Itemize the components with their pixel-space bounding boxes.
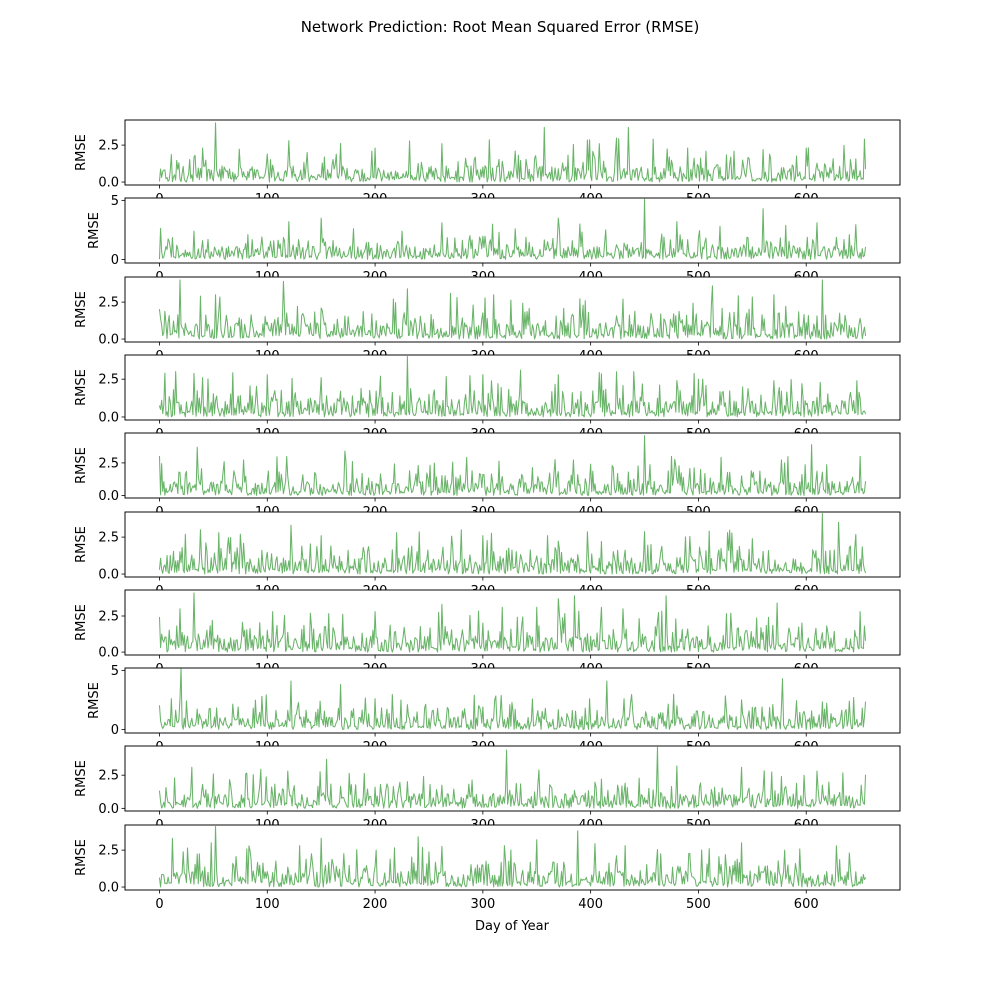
panel-frame-overlay	[124, 354, 901, 421]
figure-title: Network Prediction: Root Mean Squared Er…	[301, 18, 700, 36]
panel-gap-mask	[60, 746, 940, 754]
rmse-series-line	[158, 279, 867, 340]
y-tick-label: 2.5	[98, 373, 119, 388]
rmse-panels: 0.02.5RMSE010020030040050060005RMSE01002…	[60, 119, 940, 912]
y-axis-label: RMSE	[74, 369, 89, 406]
y-axis-label: RMSE	[74, 526, 89, 563]
y-axis-label: RMSE	[87, 212, 102, 249]
y-tick-label: 0.0	[98, 646, 119, 661]
y-tick-label: 2.5	[98, 844, 119, 859]
rmse-series-line	[158, 825, 867, 888]
rmse-series-line	[158, 435, 867, 496]
y-tick-label: 5	[111, 664, 119, 679]
y-tick-label: 2.5	[98, 769, 119, 784]
panel-gap-mask	[60, 668, 940, 676]
rmse-series-line	[158, 512, 867, 575]
y-tick-label: 0.0	[98, 568, 119, 583]
y-axis-label: RMSE	[74, 760, 89, 797]
y-tick-label: 0	[111, 253, 119, 268]
rmse-series-line	[158, 198, 867, 260]
panel-frame-overlay	[124, 119, 901, 186]
panel-gap-mask	[60, 277, 940, 285]
panel-gap-mask	[60, 433, 940, 441]
y-tick-label: 5	[111, 194, 119, 209]
y-tick-label: 2.5	[98, 456, 119, 471]
y-axis-label: RMSE	[74, 134, 89, 171]
y-tick-label: 2.5	[98, 610, 119, 625]
panel-gap-mask	[60, 355, 940, 363]
panel-gap-mask	[60, 825, 940, 833]
y-tick-label: 2.5	[98, 296, 119, 311]
panel-frame-overlay	[124, 432, 901, 499]
panel-gap-mask	[60, 590, 940, 598]
y-tick-label: 0.0	[98, 489, 119, 504]
rmse-series-line	[158, 746, 867, 809]
x-tick-label: 400	[578, 897, 603, 912]
panel-gap-mask	[60, 512, 940, 520]
x-tick-label: 0	[155, 897, 163, 912]
y-tick-label: 0.0	[98, 176, 119, 191]
rmse-series-line	[158, 355, 867, 418]
rmse-panel: 05RMSE0100200300400500600	[87, 664, 901, 755]
panel-frame-overlay	[124, 511, 901, 578]
rmse-series-line	[158, 667, 867, 730]
y-tick-label: 0.0	[98, 881, 119, 896]
x-tick-label: 500	[686, 897, 711, 912]
rmse-panel: 0.0 2.5 RMSE 0 100 200 300 400 500 600	[74, 824, 901, 912]
y-tick-label: 0.0	[98, 333, 119, 348]
x-tick-label: 600	[794, 897, 819, 912]
panel-frame-overlay	[124, 667, 901, 734]
x-tick-label: 100	[255, 897, 280, 912]
panel-frame-overlay	[124, 197, 901, 264]
y-axis-label: RMSE	[74, 447, 89, 484]
x-tick-label: 300	[470, 897, 495, 912]
y-axis-label: RMSE	[87, 682, 102, 719]
y-tick-label: 0.0	[98, 410, 119, 425]
rmse-series-line	[158, 122, 867, 183]
y-axis-label: RMSE	[74, 604, 89, 641]
x-tick-label: 200	[363, 897, 388, 912]
panel-frame-overlay	[124, 745, 901, 812]
panel-frame-overlay	[124, 276, 901, 343]
rmse-panel: 05RMSE0100200300400500600	[87, 194, 901, 285]
panel-frame-overlay	[124, 824, 901, 891]
rmse-series-line	[158, 592, 867, 653]
panel-frame-overlay	[124, 589, 901, 656]
y-tick-label: 0.0	[98, 802, 119, 817]
y-tick-label: 0	[111, 723, 119, 738]
x-axis-label: Day of Year	[475, 919, 550, 934]
y-tick-label: 2.5	[98, 531, 119, 546]
y-axis-label: RMSE	[74, 291, 89, 328]
panel-gap-mask	[60, 198, 940, 206]
y-tick-label: 2.5	[98, 139, 119, 154]
y-axis-label: RMSE	[74, 839, 89, 876]
